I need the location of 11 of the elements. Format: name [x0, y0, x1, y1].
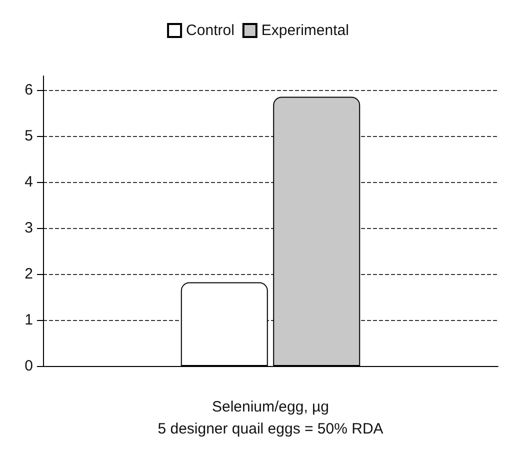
x-axis-title: Selenium/egg, µg [212, 398, 330, 416]
y-tick-label: 5 [24, 127, 33, 144]
y-tick-label: 2 [24, 265, 33, 282]
legend-label: Experimental [261, 22, 349, 39]
text: 5 designer quail eggs = 50% RDA [158, 420, 384, 438]
legend-label: Control [186, 22, 234, 39]
y-tick-label: 3 [24, 219, 33, 236]
y-tick-label: 1 [24, 311, 33, 328]
y-tick-label: 6 [24, 81, 33, 98]
y-tick-label: 0 [24, 358, 33, 374]
y-tick-label: 4 [24, 173, 33, 190]
